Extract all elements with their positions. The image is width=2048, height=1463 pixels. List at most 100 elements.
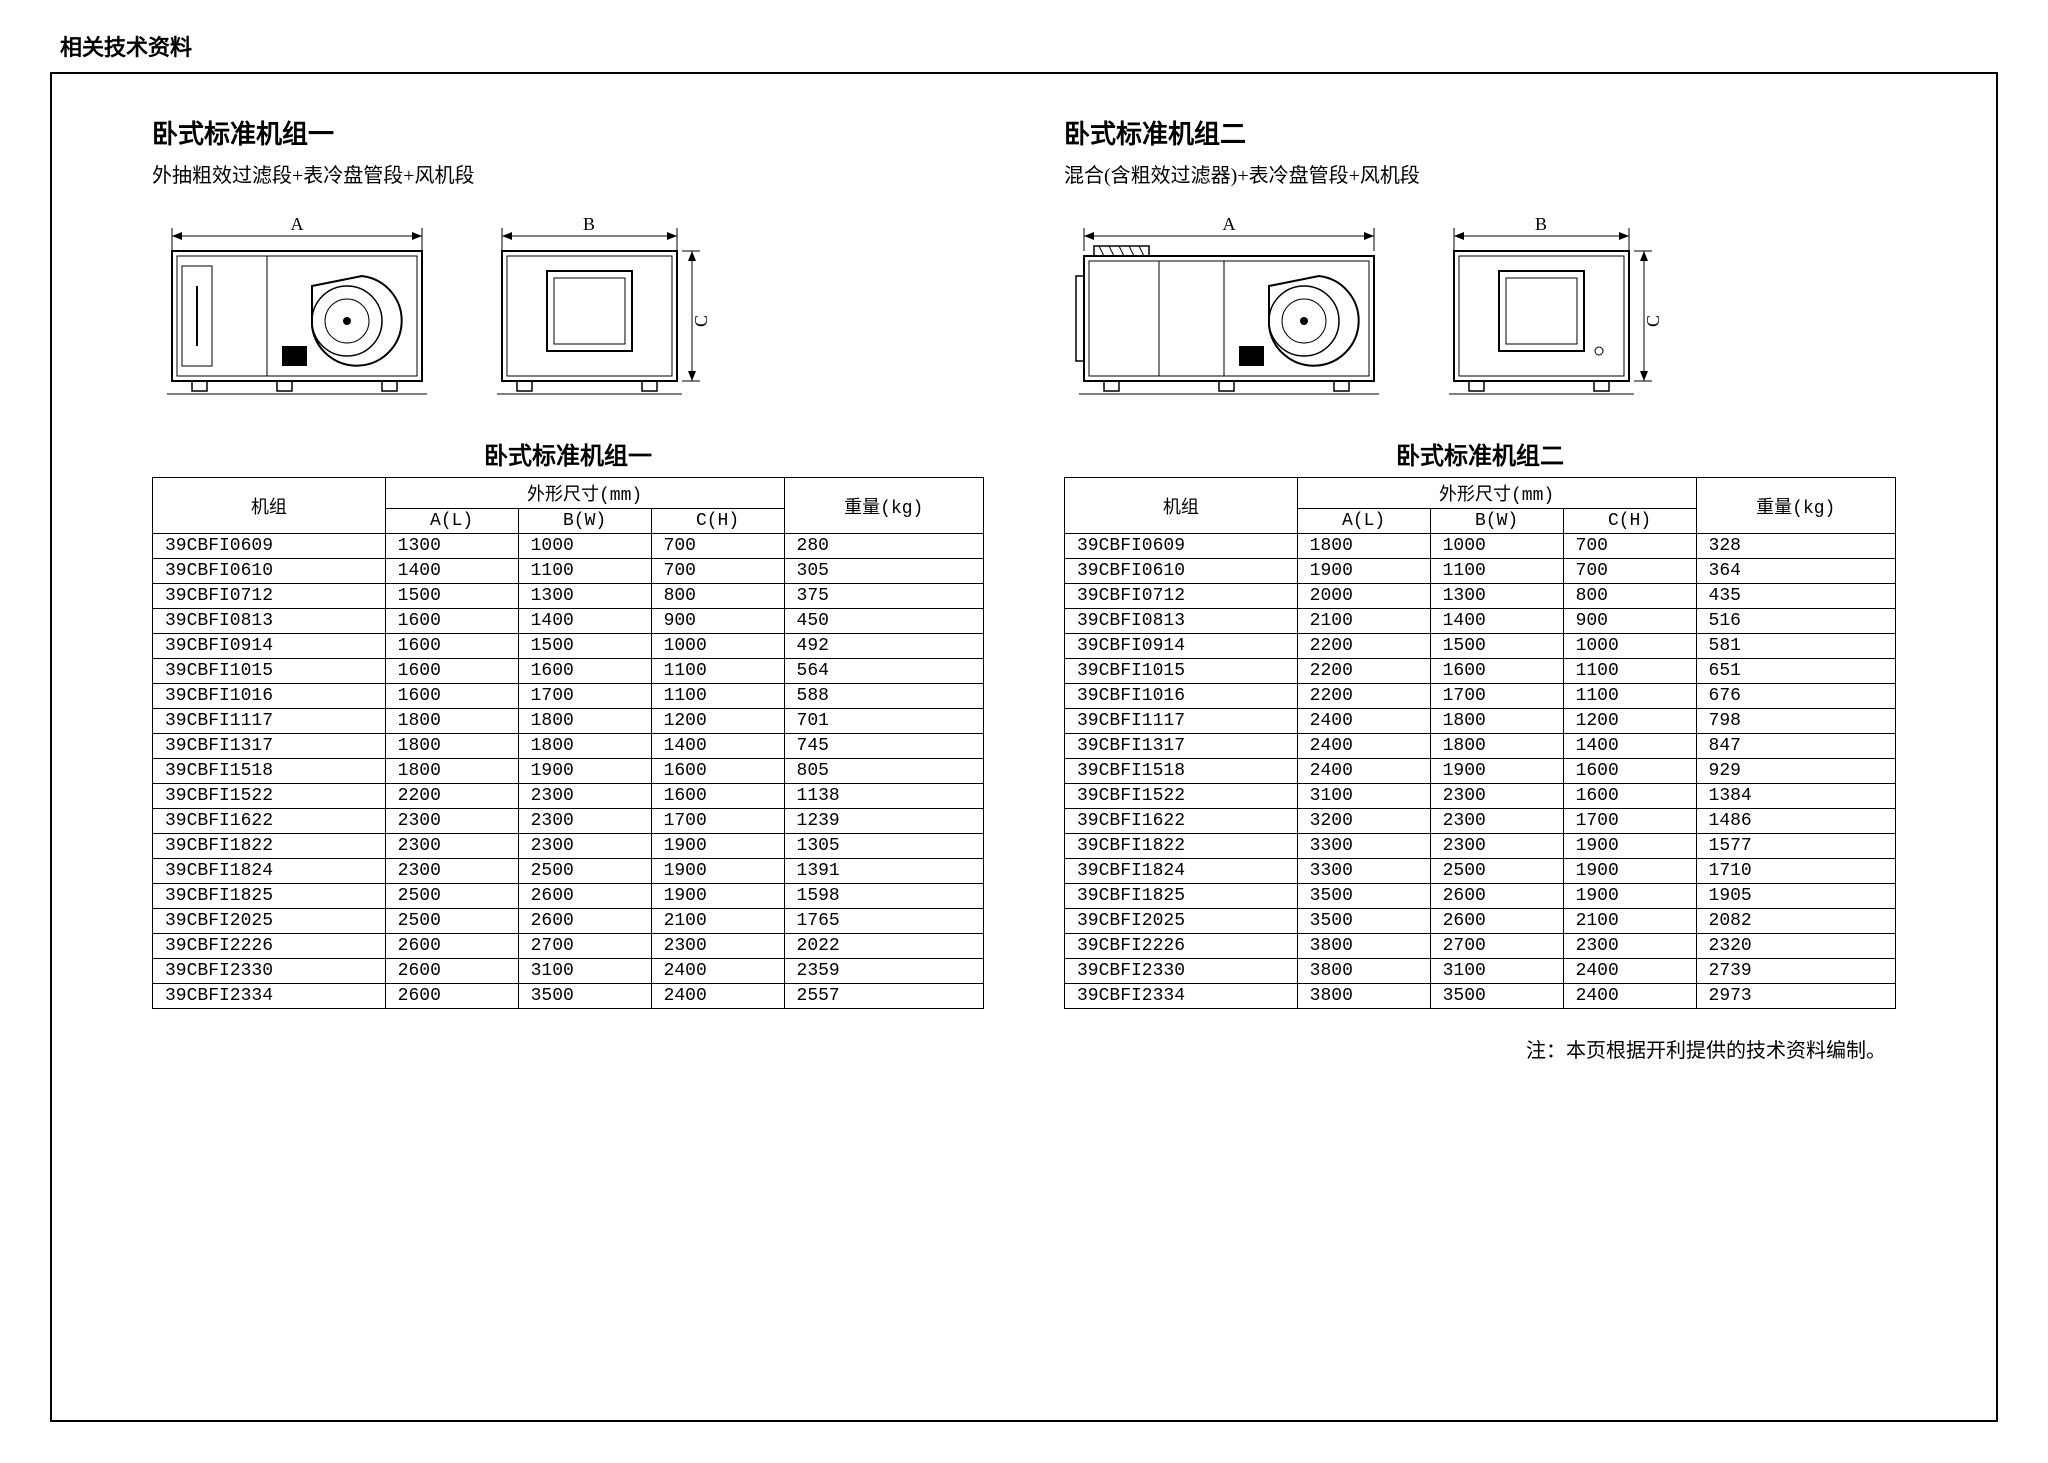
cell-c: 1600: [651, 784, 784, 809]
cell-c: 1400: [1563, 734, 1696, 759]
table-row: 39CBFI1117180018001200701: [153, 709, 984, 734]
cell-b: 1300: [518, 584, 651, 609]
table-row: 39CBFI20252500260021001765: [153, 909, 984, 934]
left-table-body: 39CBFI06091300100070028039CBFI0610140011…: [153, 534, 984, 1009]
cell-a: 3800: [1297, 959, 1430, 984]
cell-model: 39CBFI0609: [153, 534, 386, 559]
table-row: 39CBFI060918001000700328: [1065, 534, 1896, 559]
cell-b: 1400: [1430, 609, 1563, 634]
cell-b: 1000: [518, 534, 651, 559]
left-section-subtitle: 外抽粗效过滤段+表冷盘管段+风机段: [152, 159, 984, 188]
cell-c: 1400: [651, 734, 784, 759]
cell-c: 700: [1563, 559, 1696, 584]
cell-model: 39CBFI1015: [153, 659, 386, 684]
right-table-head: 机组 外形尺寸(mm) 重量(kg) A(L) B(W) C(H): [1065, 478, 1896, 534]
cell-a: 2000: [1297, 584, 1430, 609]
cell-weight: 1598: [784, 884, 983, 909]
cell-b: 3500: [1430, 984, 1563, 1009]
table-row: 39CBFI1015220016001100651: [1065, 659, 1896, 684]
cell-c: 1900: [651, 859, 784, 884]
cell-c: 2300: [651, 934, 784, 959]
table-row: 39CBFI18252500260019001598: [153, 884, 984, 909]
cell-weight: 1305: [784, 834, 983, 859]
left-section-title: 卧式标准机组一: [152, 114, 984, 151]
table-row: 39CBFI061014001100700305: [153, 559, 984, 584]
cell-b: 2700: [1430, 934, 1563, 959]
th-c: C(H): [651, 509, 784, 534]
cell-model: 39CBFI1015: [1065, 659, 1298, 684]
th-dim-group-r: 外形尺寸(mm): [1297, 478, 1696, 509]
cell-c: 1100: [651, 684, 784, 709]
table-row: 39CBFI071215001300800375: [153, 584, 984, 609]
right-table-title: 卧式标准机组二: [1064, 436, 1896, 471]
cell-model: 39CBFI0813: [1065, 609, 1298, 634]
outer-frame: 卧式标准机组一 外抽粗效过滤段+表冷盘管段+风机段 A: [50, 72, 1998, 1422]
cell-a: 3300: [1297, 834, 1430, 859]
cell-weight: 1384: [1696, 784, 1895, 809]
cell-weight: 676: [1696, 684, 1895, 709]
dim-b-label-r: B: [1535, 216, 1547, 234]
cell-b: 1800: [1430, 734, 1563, 759]
cell-weight: 450: [784, 609, 983, 634]
cell-b: 2300: [518, 834, 651, 859]
cell-weight: 280: [784, 534, 983, 559]
cell-c: 900: [651, 609, 784, 634]
cell-model: 39CBFI1117: [153, 709, 386, 734]
cell-a: 1600: [385, 684, 518, 709]
cell-b: 1700: [518, 684, 651, 709]
cell-weight: 564: [784, 659, 983, 684]
table-row: 39CBFI23342600350024002557: [153, 984, 984, 1009]
cell-weight: 516: [1696, 609, 1895, 634]
cell-c: 1700: [1563, 809, 1696, 834]
cell-c: 1900: [651, 884, 784, 909]
left-table-title: 卧式标准机组一: [152, 436, 984, 471]
cell-a: 2600: [385, 959, 518, 984]
cell-c: 1600: [651, 759, 784, 784]
table-row: 39CBFI061019001100700364: [1065, 559, 1896, 584]
cell-weight: 2557: [784, 984, 983, 1009]
cell-a: 2200: [1297, 634, 1430, 659]
cell-a: 2200: [1297, 659, 1430, 684]
cell-b: 2300: [1430, 784, 1563, 809]
cell-model: 39CBFI1622: [153, 809, 386, 834]
cell-a: 3500: [1297, 884, 1430, 909]
cell-model: 39CBFI1317: [1065, 734, 1298, 759]
cell-model: 39CBFI0609: [1065, 534, 1298, 559]
dim-c-label-r: C: [1643, 315, 1663, 327]
cell-weight: 2082: [1696, 909, 1895, 934]
cell-model: 39CBFI0610: [153, 559, 386, 584]
right-diagrams: A: [1064, 206, 1896, 406]
cell-b: 1800: [518, 709, 651, 734]
cell-a: 3100: [1297, 784, 1430, 809]
left-table: 机组 外形尺寸(mm) 重量(kg) A(L) B(W) C(H) 39CBFI…: [152, 477, 984, 1009]
cell-a: 1800: [385, 734, 518, 759]
cell-c: 2400: [651, 959, 784, 984]
cell-c: 1600: [1563, 784, 1696, 809]
cell-weight: 1486: [1696, 809, 1895, 834]
cell-a: 3500: [1297, 909, 1430, 934]
footnote: 注：本页根据开利提供的技术资料编制。: [152, 1034, 1896, 1063]
cell-b: 1900: [518, 759, 651, 784]
cell-c: 2400: [1563, 984, 1696, 1009]
cell-c: 1900: [1563, 884, 1696, 909]
cell-c: 1700: [651, 809, 784, 834]
cell-model: 39CBFI1822: [1065, 834, 1298, 859]
cell-weight: 2973: [1696, 984, 1895, 1009]
dim-a-label: A: [291, 216, 304, 234]
cell-c: 700: [651, 534, 784, 559]
cell-c: 1100: [1563, 684, 1696, 709]
table-row: 39CBFI20253500260021002082: [1065, 909, 1896, 934]
cell-model: 39CBFI0712: [153, 584, 386, 609]
cell-b: 1500: [1430, 634, 1563, 659]
cell-a: 2300: [385, 859, 518, 884]
cell-weight: 1905: [1696, 884, 1895, 909]
cell-b: 2500: [1430, 859, 1563, 884]
cell-b: 2300: [518, 784, 651, 809]
th-c-r: C(H): [1563, 509, 1696, 534]
right-section-title: 卧式标准机组二: [1064, 114, 1896, 151]
cell-weight: 364: [1696, 559, 1895, 584]
cell-c: 1100: [1563, 659, 1696, 684]
cell-b: 2600: [1430, 884, 1563, 909]
th-dim-group: 外形尺寸(mm): [385, 478, 784, 509]
cell-model: 39CBFI2025: [153, 909, 386, 934]
